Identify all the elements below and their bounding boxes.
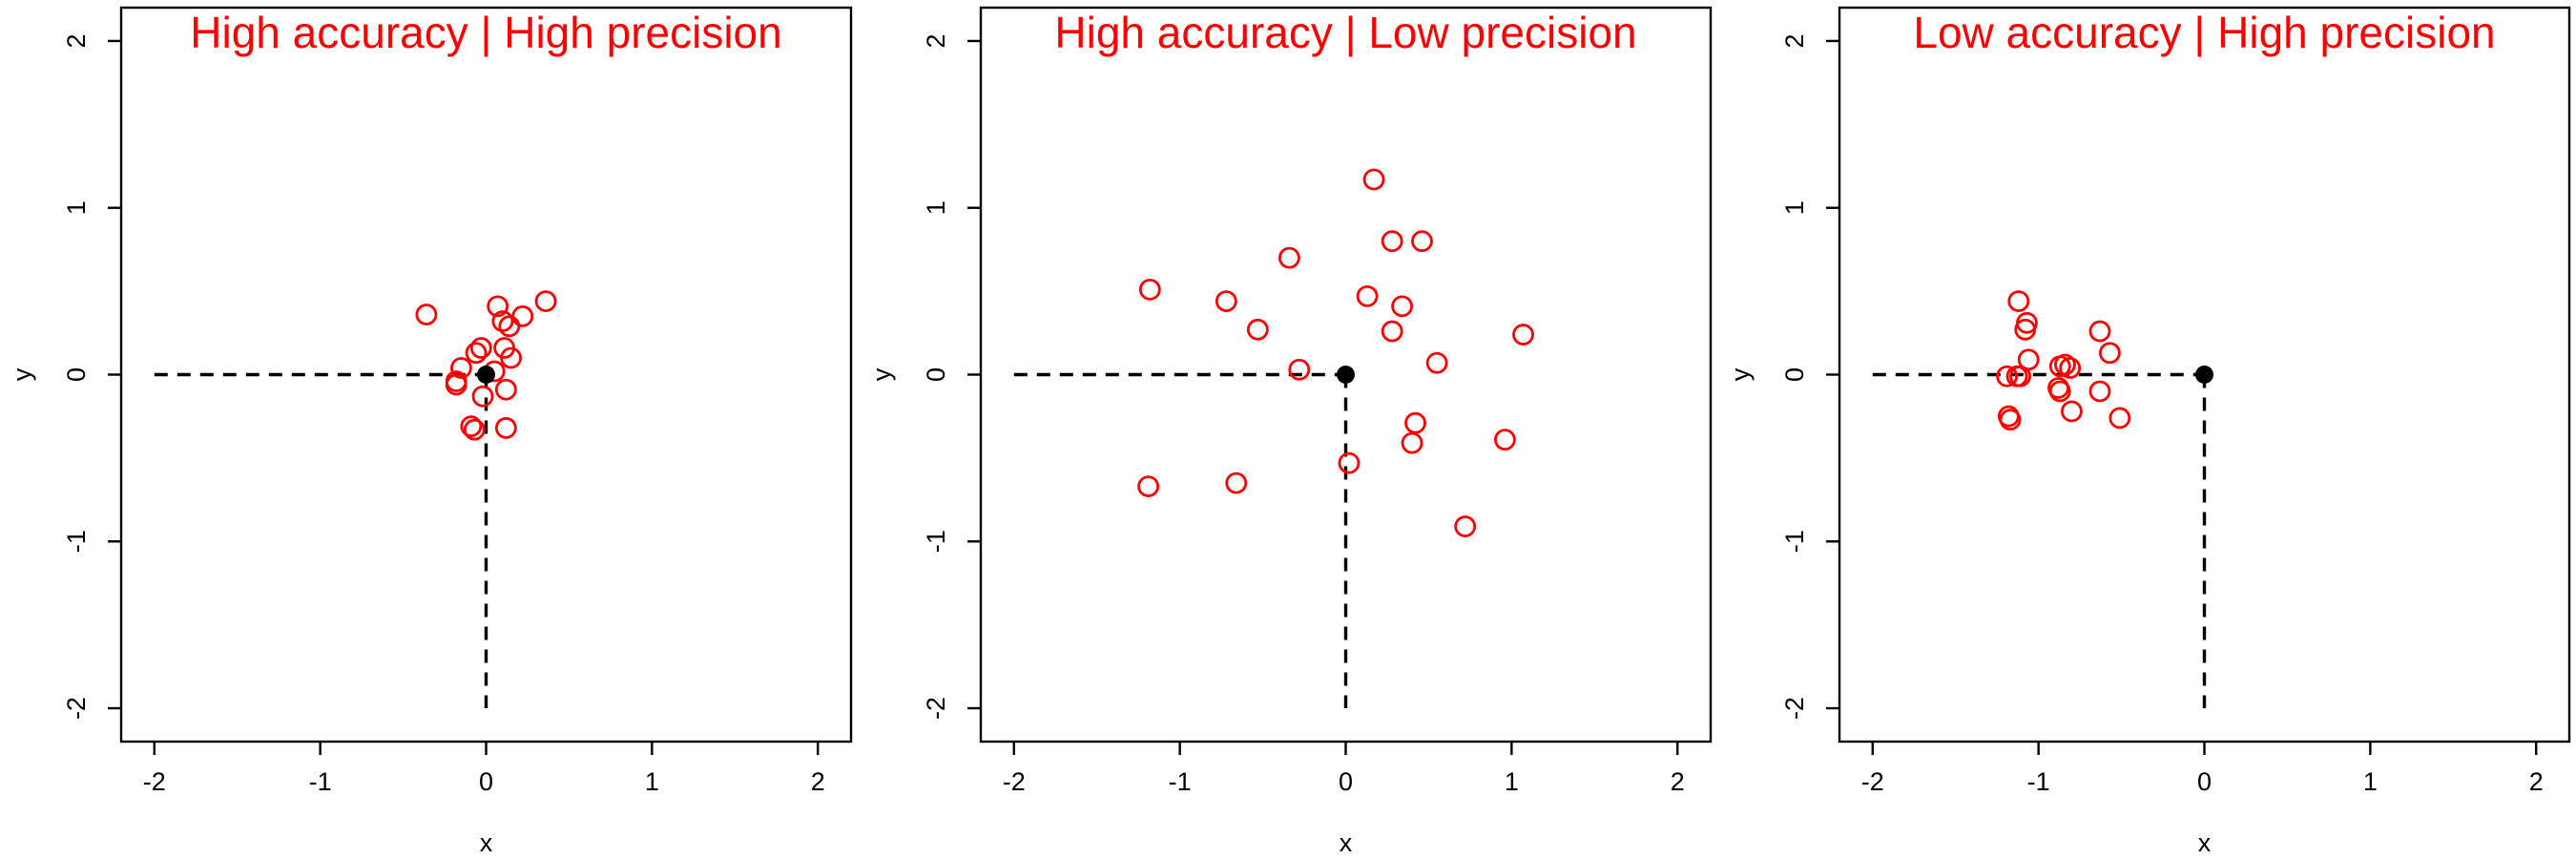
y-axis-label: y (867, 367, 896, 381)
data-point (1225, 471, 1248, 494)
x-tick-label: -1 (309, 767, 332, 796)
data-point (1215, 290, 1237, 313)
data-point (1362, 168, 1385, 191)
data-point (2014, 318, 2037, 341)
data-point (1278, 246, 1300, 269)
panel-title: High accuracy | High precision (190, 8, 781, 57)
x-tick-label: 0 (479, 767, 493, 796)
data-point (491, 310, 514, 332)
y-tick-label: -1 (1780, 530, 1809, 553)
y-tick-label: -2 (62, 697, 91, 720)
data-point (1138, 278, 1161, 301)
x-axis-label: x (2198, 828, 2212, 857)
data-point (1338, 451, 1361, 474)
y-tick-label: -2 (1780, 697, 1809, 720)
data-point (1401, 431, 1423, 454)
data-point (2059, 357, 2082, 379)
data-point (445, 373, 467, 396)
y-tick-label: 2 (922, 33, 950, 48)
y-axis-label: y (1726, 367, 1755, 381)
data-point (498, 315, 521, 338)
data-point (471, 385, 494, 408)
data-point (2017, 348, 2040, 371)
y-tick-label: -1 (922, 530, 950, 553)
data-point (469, 337, 492, 359)
x-axis-label: x (480, 828, 493, 857)
data-point (1356, 284, 1379, 307)
data-point (1494, 429, 1516, 451)
y-tick-label: 1 (922, 200, 950, 215)
y-axis-label: y (8, 367, 36, 381)
data-point (1404, 411, 1426, 434)
x-tick-label: -2 (1003, 767, 1026, 796)
x-tick-label: 2 (811, 767, 825, 796)
data-point (1411, 230, 1433, 253)
panel-title: Low accuracy | High precision (1913, 8, 2495, 57)
data-point (2061, 400, 2083, 423)
data-point (1381, 320, 1403, 343)
x-tick-label: -1 (1169, 767, 1192, 796)
x-tick-label: 2 (1671, 767, 1685, 796)
data-point (2098, 342, 2121, 365)
x-axis-label: x (1340, 828, 1353, 857)
y-tick-label: 1 (1780, 200, 1809, 215)
target-point (2195, 366, 2213, 384)
y-tick-label: 2 (1780, 33, 1809, 48)
data-point (500, 346, 522, 369)
data-point (2007, 290, 2030, 313)
data-point (1381, 230, 1403, 253)
data-point (460, 415, 483, 438)
x-tick-label: 0 (1339, 767, 1353, 796)
data-point (1454, 515, 1477, 537)
data-point (511, 304, 534, 327)
y-tick-label: 2 (62, 33, 91, 48)
data-point (2109, 407, 2131, 430)
data-point (494, 378, 517, 401)
y-tick-label: 0 (62, 367, 91, 382)
data-point (1999, 409, 2022, 431)
data-point (1288, 358, 1311, 381)
data-point (465, 342, 488, 365)
data-point (2088, 380, 2111, 403)
y-tick-label: -1 (62, 530, 91, 553)
target-point (1337, 366, 1355, 384)
data-point (487, 295, 509, 318)
data-point (2009, 365, 2031, 388)
panel-high-accuracy-low-precision: High accuracy | Low precision x y -2 -1 0 1… (867, 6, 1713, 857)
data-point (1425, 351, 1448, 374)
panel-low-accuracy-high-precision: Low accuracy | High precision x y -2 -1 0 1… (1726, 6, 2571, 857)
x-tick-label: 0 (2197, 767, 2212, 796)
y-tick-label: -2 (922, 697, 950, 720)
data-point (494, 417, 517, 439)
target-point (477, 366, 495, 384)
y-tick-label: 0 (1780, 367, 1809, 382)
data-point (2088, 320, 2111, 343)
data-point (463, 418, 486, 441)
data-point (1512, 324, 1534, 346)
panel-title: High accuracy | Low precision (1054, 8, 1636, 57)
data-point (1137, 475, 1160, 497)
x-tick-label: 1 (1505, 767, 1519, 796)
data-point (2054, 353, 2076, 376)
x-tick-label: -1 (2027, 767, 2050, 796)
x-tick-label: -2 (143, 767, 166, 796)
panel-high-accuracy-high-precision: High accuracy | High precision x y -2 -1 0… (8, 6, 853, 857)
data-point (415, 304, 438, 325)
x-tick-label: 2 (2529, 767, 2544, 796)
data-point (1246, 318, 1269, 341)
panel-marks: -2 -1 0 1 2 -2 -1 0 1 2 (1780, 6, 2571, 796)
y-tick-label: 0 (922, 367, 950, 382)
data-point (1391, 295, 1414, 318)
data-point (534, 290, 557, 313)
panel-marks: -2 -1 0 1 2 -2 -1 0 1 2 (62, 6, 853, 796)
data-point (2048, 380, 2071, 403)
panel-marks: -2 -1 0 1 2 -2 -1 0 1 2 (922, 6, 1713, 796)
x-tick-label: 1 (645, 767, 659, 796)
x-tick-label: 1 (2363, 767, 2378, 796)
y-tick-label: 1 (62, 200, 91, 215)
data-point (1996, 365, 2019, 388)
x-tick-label: -2 (1861, 767, 1884, 796)
